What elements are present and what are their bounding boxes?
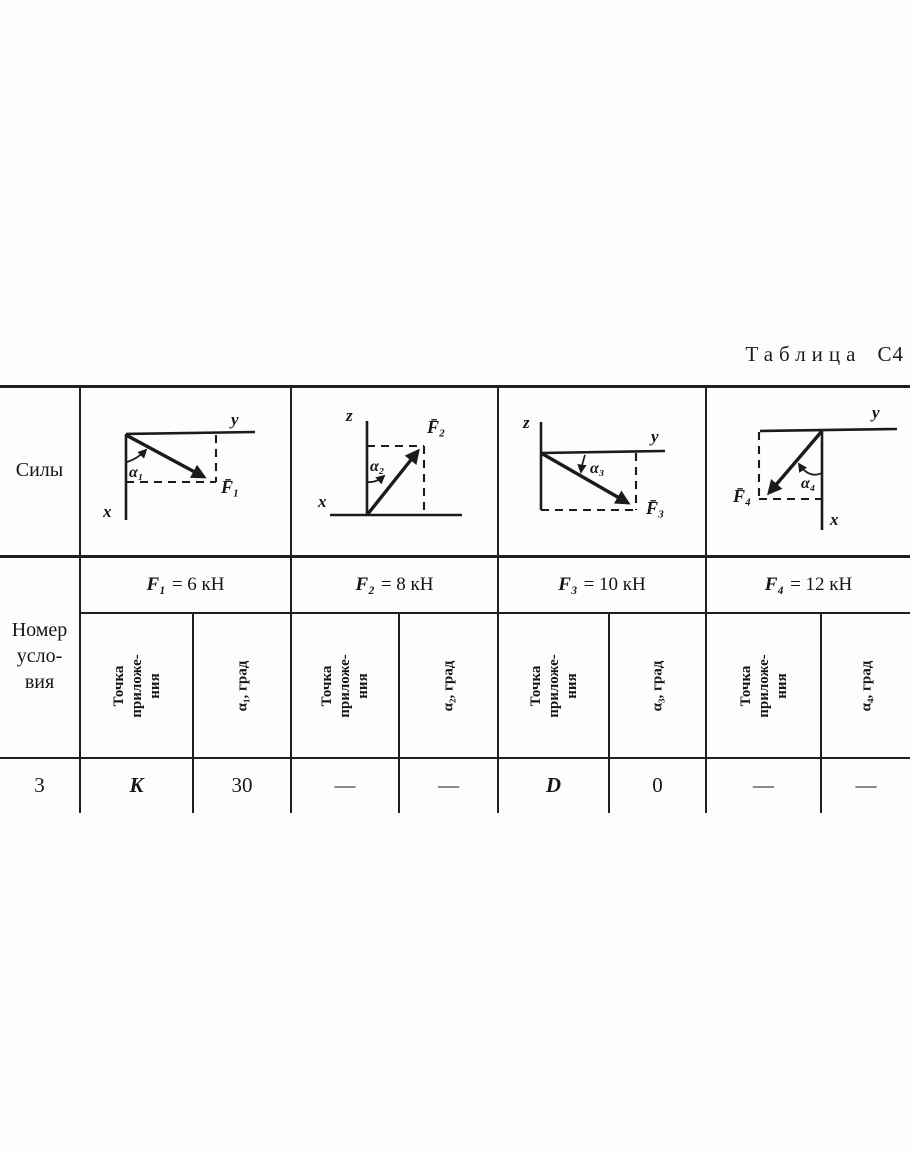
angle-header-3-text: α₃, град [649, 660, 666, 711]
point-value-4: — [753, 772, 774, 797]
f4-force-vector [767, 429, 824, 496]
angle-header-2: α₂, град [400, 614, 497, 757]
table-title-word: Таблица [745, 342, 862, 366]
point-header-2-text: Точка приложе- ния [318, 653, 371, 718]
force-value-f2: F₂ = 8 кН [292, 557, 497, 612]
angle-header-1: α₁, град [194, 614, 290, 757]
conditions-table: Силы Номер усло- вия 3 x y F̄₁ α₁ z x F [0, 385, 910, 813]
f4-axis-horizontal [759, 427, 898, 433]
angle-header-2-text: α₂, град [440, 660, 457, 711]
f4-axis-y-label: y [870, 403, 880, 422]
f4-vector-label: F̄₄ [732, 486, 751, 506]
table-sub-divider-1 [192, 612, 194, 813]
force-amount-f2: = 8 кН [380, 573, 434, 595]
table-title-code: С4 [877, 342, 904, 366]
f1-axis-y-label: y [229, 410, 239, 429]
point-value-1: K [129, 772, 144, 797]
diagram-f2: z x F̄₂ α₂ [317, 406, 462, 517]
f2-angle-label: α₂ [370, 458, 384, 475]
f1-axis-horizontal [125, 430, 256, 436]
condition-number-value: 3 [34, 772, 45, 797]
angle-header-1-text: α₁, град [234, 660, 250, 711]
angle-value-3: 0 [652, 772, 663, 797]
table-sub-divider-3 [608, 612, 610, 813]
force-amount-f4: = 12 кН [790, 573, 853, 595]
f1-angle-label: α₁ [129, 464, 143, 481]
point-header-4: Точка приложе- ния [707, 614, 820, 757]
table-rule-below-diagrams [0, 555, 910, 558]
force-value-f4: F₄ = 12 кН [707, 557, 910, 612]
point-header-3-text: Точка приложе- ния [527, 653, 580, 718]
condition-number-header: Номер усло- вия [11, 619, 68, 693]
force-value-f3: F₃ = 10 кН [499, 557, 705, 612]
f1-force-vector [125, 433, 207, 479]
point-header-4-text: Точка приложе- ния [737, 653, 790, 718]
point-header-1-text: Точка приложе- ния [110, 653, 163, 718]
table-sub-divider-4 [820, 612, 822, 813]
point-value-3: D [545, 772, 562, 797]
table-rule-below-force-values [79, 612, 910, 614]
f2-axis-x-label: x [317, 492, 327, 511]
angle-value-2: — [438, 772, 459, 797]
point-value-2: — [334, 772, 356, 797]
f2-angle-arc [367, 474, 386, 485]
table-col-divider-1 [79, 385, 81, 813]
table-col-divider-2 [290, 385, 292, 813]
f3-vector-label: F̄₃ [645, 498, 664, 518]
table-sub-divider-2 [398, 612, 400, 813]
f1-angle-arc [126, 448, 148, 463]
table-col-divider-3 [497, 385, 499, 813]
force-symbol-f1: F₁ [146, 573, 166, 595]
f4-angle-arc [797, 462, 823, 476]
point-header-2: Точка приложе- ния [292, 614, 398, 757]
force-amount-f3: = 10 кН [583, 573, 646, 595]
f2-force-vector [365, 448, 420, 517]
diagram-f1: x y F̄₁ α₁ [102, 410, 256, 521]
table-title: Таблица С4 [745, 342, 904, 367]
force-value-f1: F₁ = 6 кН [81, 557, 290, 612]
force-symbol-f4: F₄ [764, 573, 785, 595]
force-amount-f1: = 6 кН [171, 573, 225, 595]
f2-vector-label: F̄₂ [426, 417, 445, 437]
table-border-top [0, 385, 910, 388]
table-col-divider-4 [705, 385, 707, 813]
f3-axis-z-label: z [522, 413, 530, 432]
forces-row-label: Силы [15, 458, 64, 481]
f1-axis-x-label: x [102, 502, 112, 521]
point-header-3: Точка приложе- ния [499, 614, 608, 757]
f2-axis-z-label: z [345, 406, 353, 425]
f4-axis-x-label: x [829, 510, 839, 529]
angle-header-4-text: α₄, град [858, 660, 874, 711]
diagram-f4: y x F̄₄ α₄ [732, 403, 898, 530]
angle-value-1: 30 [231, 772, 253, 797]
point-header-1: Точка приложе- ния [81, 614, 192, 757]
f3-angle-arc [577, 454, 587, 474]
f3-angle-label: α₃ [590, 460, 604, 477]
diagram-f3: z y F̄₃ α₃ [522, 413, 666, 518]
table-rule-above-data-row [0, 757, 910, 759]
f4-angle-label: α₄ [801, 475, 815, 492]
f3-axis-y-label: y [649, 427, 659, 446]
force-symbol-f3: F₃ [558, 573, 578, 595]
f1-vector-label: F̄₁ [220, 477, 239, 497]
f3-force-vector [540, 451, 631, 505]
angle-value-4: — [855, 772, 877, 797]
angle-header-4: α₄, град [822, 614, 910, 757]
angle-header-3: α₃, град [610, 614, 705, 757]
f3-axis-horizontal [540, 449, 666, 455]
force-symbol-f2: F₂ [355, 573, 375, 595]
